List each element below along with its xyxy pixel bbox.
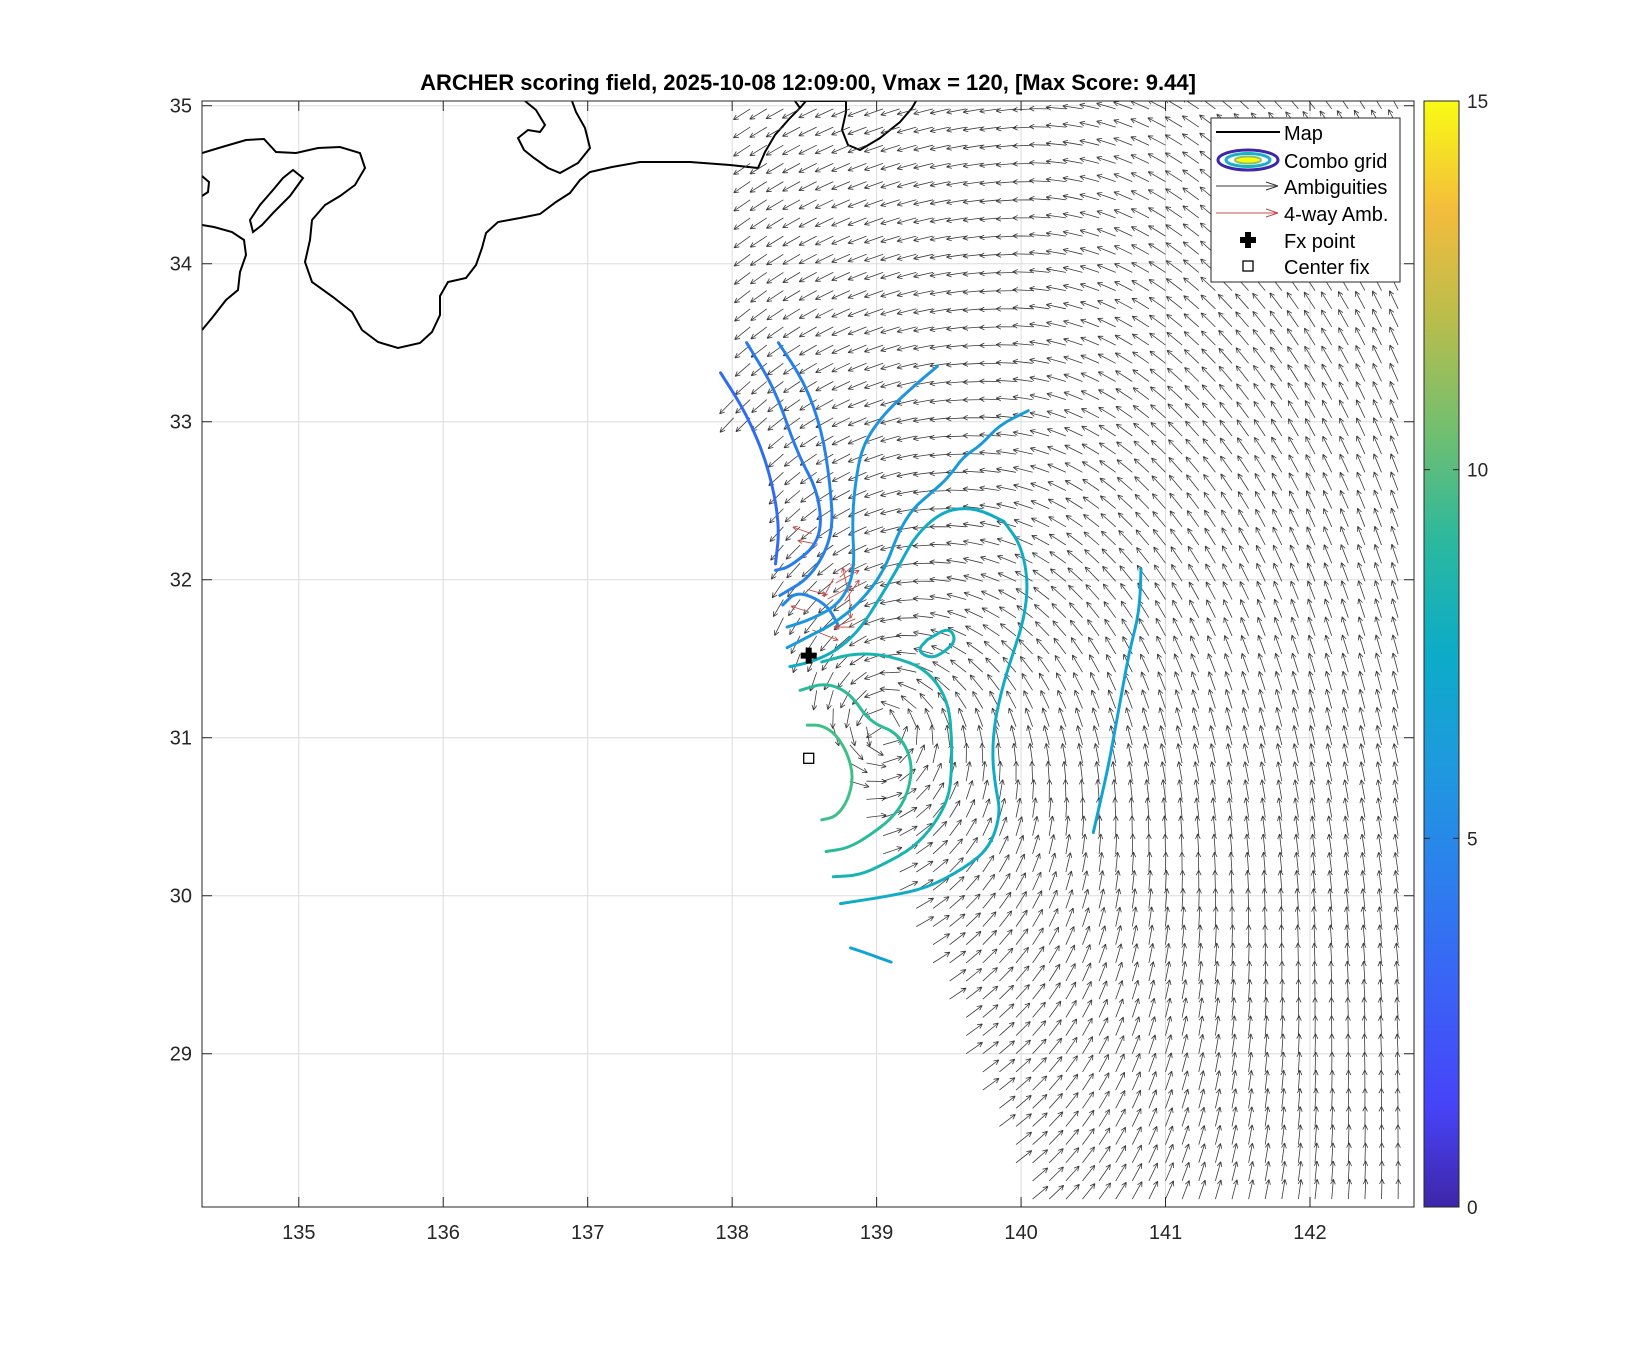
legend-center-label: Center fix bbox=[1284, 257, 1370, 279]
y-tick-label-35: 35 bbox=[170, 96, 192, 118]
contour-8 bbox=[839, 519, 1029, 906]
coastline-peninsula-left bbox=[202, 224, 248, 331]
legend-fourway-label: 4-way Amb. bbox=[1284, 204, 1388, 226]
contour-5 bbox=[785, 409, 1030, 650]
x-tick-label-141: 141 bbox=[1149, 1222, 1182, 1244]
contour-2 bbox=[776, 341, 834, 597]
x-tick-label-139: 139 bbox=[860, 1222, 893, 1244]
legend-fx-swatch bbox=[1240, 232, 1256, 248]
contour-1 bbox=[745, 341, 822, 572]
y-tick-label-29: 29 bbox=[170, 1044, 192, 1066]
y-tick-label-33: 33 bbox=[170, 412, 192, 434]
fix-markers bbox=[800, 647, 817, 764]
x-tick-label-135: 135 bbox=[282, 1222, 315, 1244]
contour-6 bbox=[1091, 567, 1143, 834]
gridlines bbox=[202, 101, 1414, 1207]
legend-center-swatch bbox=[1242, 260, 1254, 272]
colorbar-label-0: 0 bbox=[1467, 1198, 1478, 1219]
legend-box bbox=[1210, 117, 1401, 283]
x-tick-label-140: 140 bbox=[1004, 1222, 1037, 1244]
legend-map-label: Map bbox=[1284, 123, 1323, 145]
x-tick-label-142: 142 bbox=[1293, 1222, 1326, 1244]
coastline bbox=[202, 101, 917, 350]
contour-11 bbox=[820, 652, 954, 879]
x-tick-label-137: 137 bbox=[571, 1222, 604, 1244]
legend-fourway-swatch bbox=[1216, 208, 1279, 218]
contour-0 bbox=[719, 371, 780, 566]
axis-ticks: 135 136 137 138 139 140 141 142 29 30 31 32 33 34 35 bbox=[170, 96, 1414, 1244]
fx-point-marker bbox=[800, 647, 817, 664]
y-tick-label-31: 31 bbox=[170, 728, 192, 750]
score-contours bbox=[719, 341, 1143, 964]
coastline-izu bbox=[516, 101, 592, 175]
y-tick-label-34: 34 bbox=[170, 254, 192, 276]
coastline-lake bbox=[248, 168, 305, 234]
legend-ambiguities-label: Ambiguities bbox=[1284, 177, 1387, 199]
coastline-honshu bbox=[202, 101, 807, 350]
chart-title: ARCHER scoring field, 2025-10-08 12:09:0… bbox=[420, 70, 1196, 95]
y-tick-label-30: 30 bbox=[170, 886, 192, 908]
contour-9 bbox=[849, 946, 893, 964]
legend-ambiguities-swatch bbox=[1216, 181, 1279, 191]
colorbar-label-15: 15 bbox=[1467, 92, 1488, 113]
colorbar: 0 5 10 15 bbox=[1423, 92, 1488, 1219]
contour-10 bbox=[918, 628, 956, 659]
coastline-boso bbox=[794, 101, 917, 152]
ambiguity-arrows bbox=[719, 101, 1401, 1200]
colorbar-label-5: 5 bbox=[1467, 829, 1478, 850]
legend-fx-label: Fx point bbox=[1284, 231, 1356, 253]
colorbar-ticks: 0 5 10 15 bbox=[1424, 92, 1488, 1219]
colorbar-label-10: 10 bbox=[1467, 461, 1488, 482]
x-tick-label-136: 136 bbox=[427, 1222, 460, 1244]
contour-13 bbox=[805, 723, 854, 822]
contour-7 bbox=[788, 507, 1006, 669]
center-fix-marker bbox=[803, 752, 815, 764]
y-tick-label-32: 32 bbox=[170, 570, 192, 592]
ambiguity-vectors bbox=[719, 101, 1401, 1200]
legend-combo-swatch bbox=[1216, 148, 1280, 172]
legend-combo-label: Combo grid bbox=[1284, 151, 1387, 173]
legend: Map Combo grid Ambiguities 4-way Amb. Fx… bbox=[1210, 117, 1401, 283]
axes-box bbox=[201, 100, 1415, 1208]
colorbar-gradient bbox=[1423, 100, 1460, 1208]
coastline-islet bbox=[202, 175, 211, 197]
x-tick-label-138: 138 bbox=[715, 1222, 748, 1244]
contour-4 bbox=[785, 364, 939, 629]
contour-12 bbox=[798, 683, 913, 853]
